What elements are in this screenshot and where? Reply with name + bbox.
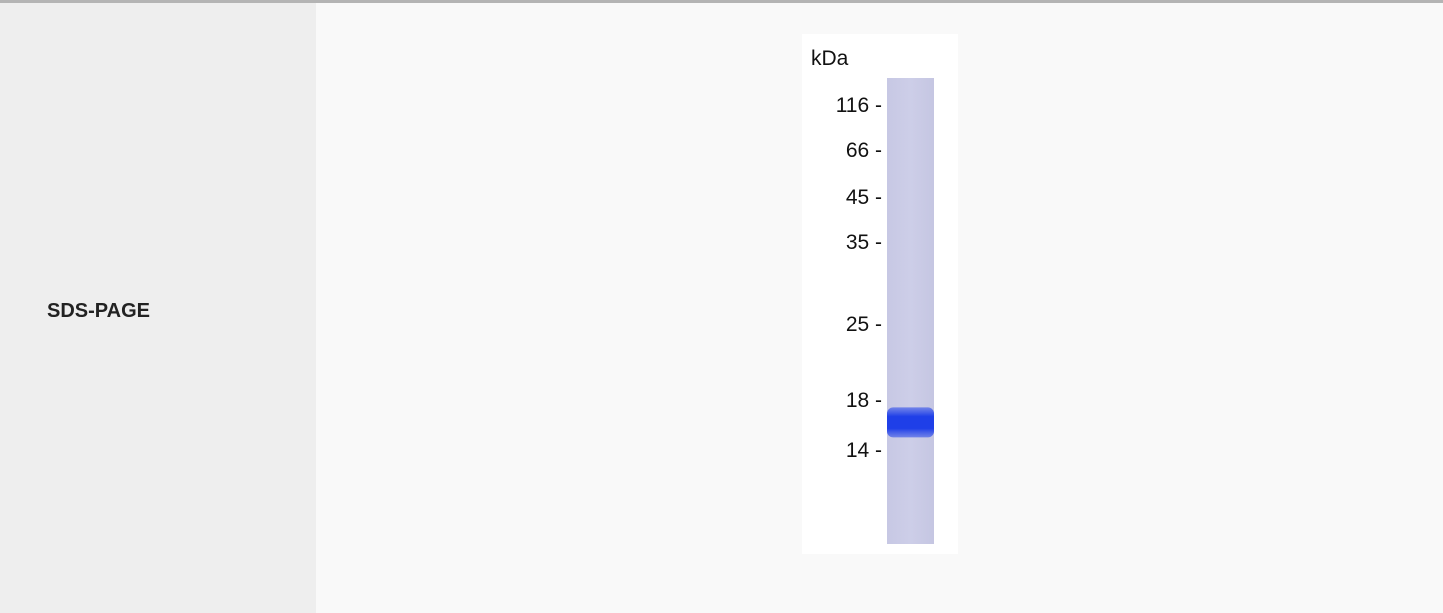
gel-lane (887, 78, 934, 544)
marker-label: 35 - (846, 231, 882, 254)
spec-row-label: SDS-PAGE (47, 300, 150, 322)
marker-label: 18 - (846, 389, 882, 412)
marker-label: 116 - (836, 94, 882, 117)
spec-row-sds-page: SDS-PAGE kDa 116 - 66 - 45 - 35 - 25 - 18 - (0, 3, 1443, 613)
gel-unit-label: kDa (811, 47, 849, 70)
sds-page-gel-image: kDa 116 - 66 - 45 - 35 - 25 - 18 - 14 - (802, 34, 958, 554)
marker-label: 14 - (846, 439, 882, 462)
marker-label: 45 - (846, 186, 882, 209)
gel-svg: kDa 116 - 66 - 45 - 35 - 25 - 18 - 14 - (811, 47, 934, 544)
protein-band (887, 407, 934, 438)
marker-labels: 116 - 66 - 45 - 35 - 25 - 18 - 14 - (836, 94, 882, 462)
marker-label: 66 - (846, 139, 882, 162)
spec-label-cell: SDS-PAGE (0, 3, 316, 613)
marker-label: 25 - (846, 313, 882, 336)
top-divider (0, 0, 1443, 3)
